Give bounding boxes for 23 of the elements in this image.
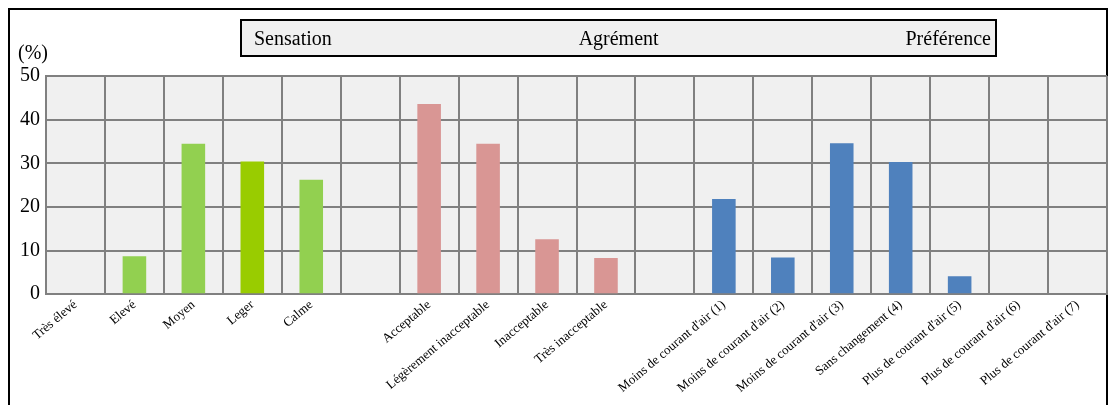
bar xyxy=(888,161,913,294)
bar xyxy=(240,161,265,294)
y-axis-title: (%) xyxy=(18,41,48,65)
bar xyxy=(771,257,795,294)
y-tick-label: 10 xyxy=(20,237,40,260)
y-tick-label: 30 xyxy=(20,150,40,173)
y-tick-label: 40 xyxy=(20,106,40,129)
bar xyxy=(535,239,559,294)
bar xyxy=(181,143,206,294)
bar xyxy=(594,257,618,294)
y-tick-label: 20 xyxy=(20,194,40,217)
bar xyxy=(122,256,147,294)
bar xyxy=(417,103,441,294)
text: Agrément xyxy=(578,26,659,50)
text: Sensation xyxy=(254,26,332,50)
y-tick-label: 50 xyxy=(20,63,40,86)
bar xyxy=(476,143,500,294)
bar xyxy=(829,143,854,294)
bar xyxy=(947,276,972,294)
text: Préférence xyxy=(905,26,991,50)
bar xyxy=(712,199,736,294)
y-tick-label: 0 xyxy=(30,281,40,304)
bar xyxy=(299,179,324,294)
